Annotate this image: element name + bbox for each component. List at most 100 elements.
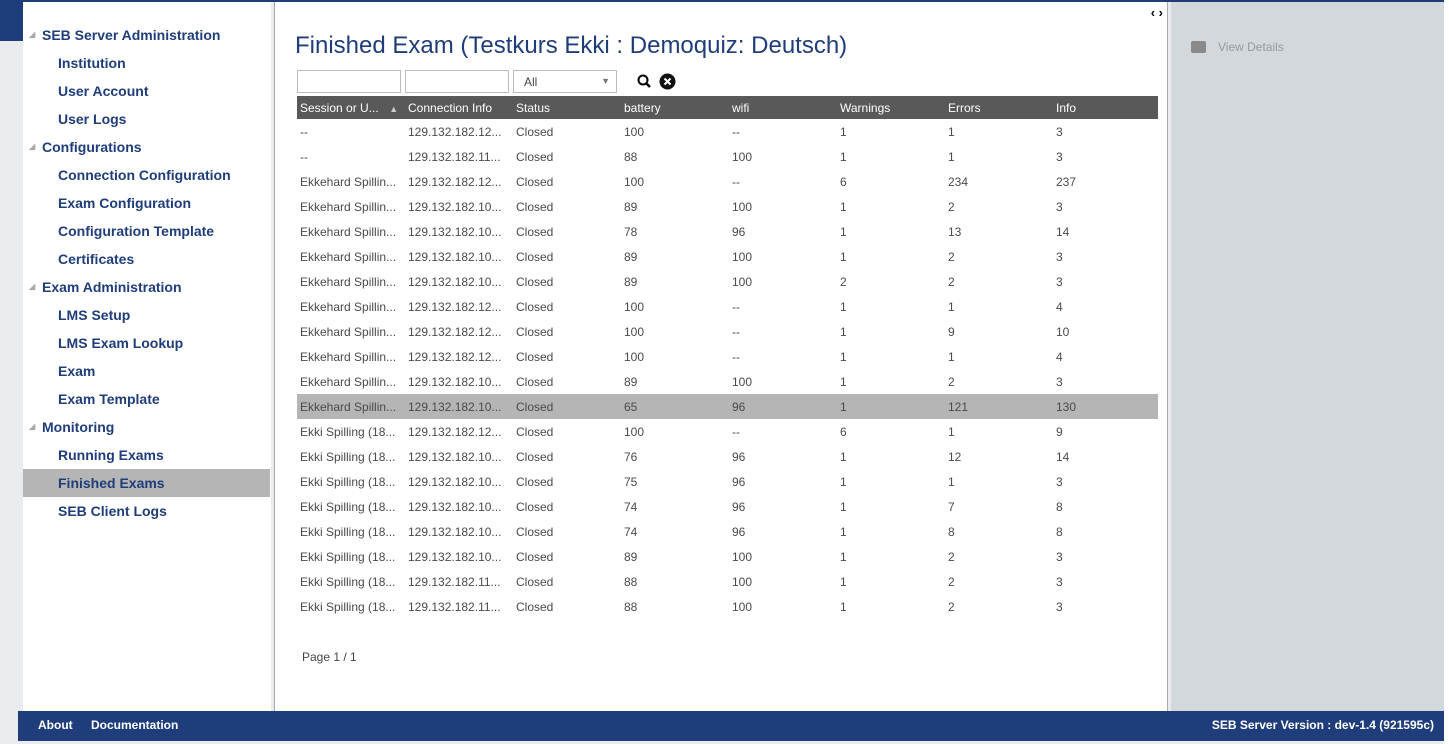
view-details-action[interactable]: View Details (1191, 40, 1284, 54)
table-cell: 129.132.182.10... (408, 499, 502, 514)
table-cell: 1 (840, 474, 847, 489)
table-cell: 3 (1056, 149, 1063, 164)
table-row[interactable]: Ekki Spilling (18... 129.132.182.12... Clo… (297, 419, 1158, 444)
table-cell: 1 (840, 299, 847, 314)
table-row[interactable]: Ekkehard Spillin... 129.132.182.10... Clos… (297, 219, 1158, 244)
column-header[interactable]: wifi (729, 96, 837, 119)
table-cell: Closed (516, 199, 554, 214)
table-cell: 129.132.182.12... (408, 174, 502, 189)
table-cell: 129.132.182.12... (408, 124, 502, 139)
collapse-triangle-icon: ◢ (29, 30, 36, 39)
column-header[interactable]: Connection Info (405, 96, 513, 119)
sidebar-item[interactable]: LMS Setup (58, 307, 131, 323)
sidebar-item[interactable]: Connection Configuration (58, 167, 231, 183)
sidebar-item[interactable]: Institution (58, 55, 126, 71)
table-cell: 4 (1056, 299, 1063, 314)
table-cell: Closed (516, 524, 554, 539)
sidebar-item[interactable]: Running Exams (58, 447, 164, 463)
column-header-label: Status (516, 100, 551, 115)
sidebar-item[interactable]: Exam (58, 363, 96, 379)
table-row[interactable]: Ekkehard Spillin... 129.132.182.10... Clos… (297, 394, 1158, 419)
table-row[interactable]: Ekki Spilling (18... 129.132.182.10... Clo… (297, 494, 1158, 519)
table-row[interactable]: Ekki Spilling (18... 129.132.182.10... Clo… (297, 469, 1158, 494)
clear-filter-icon[interactable] (659, 73, 676, 90)
table-cell: Closed (513, 394, 621, 419)
table-row[interactable]: Ekki Spilling (18... 129.132.182.10... Clo… (297, 519, 1158, 544)
collapse-triangle-icon: ◢ (29, 142, 36, 151)
table-cell: 129.132.182.10... (408, 549, 502, 564)
table-cell: 1 (840, 349, 847, 364)
table-cell: 1 (840, 374, 847, 389)
table-cell: 3 (1056, 574, 1063, 589)
table-cell: 2 (948, 374, 955, 389)
nav-group-label: SEB Server Administration (42, 27, 221, 43)
sidebar-item[interactable]: Finished Exams (23, 469, 270, 497)
table-row[interactable]: Ekkehard Spillin... 129.132.182.12... Clos… (297, 319, 1158, 344)
table-row[interactable]: Ekkehard Spillin... 129.132.182.10... Clos… (297, 244, 1158, 269)
table-row[interactable]: Ekkehard Spillin... 129.132.182.12... Clos… (297, 169, 1158, 194)
table-cell: 96 (729, 394, 837, 419)
table-cell: 89 (624, 274, 638, 289)
table-cell: Ekkehard Spillin... (300, 274, 397, 289)
sidebar-item[interactable]: SEB Client Logs (58, 503, 167, 519)
column-header-label: battery (624, 100, 661, 115)
table-cell: -- (732, 324, 740, 339)
sidebar-item[interactable]: LMS Exam Lookup (58, 335, 184, 351)
column-header[interactable]: battery (621, 96, 729, 119)
table-row[interactable]: Ekkehard Spillin... 129.132.182.10... Clos… (297, 369, 1158, 394)
table-cell: Ekkehard Spillin... (300, 324, 397, 339)
table-row[interactable]: Ekkehard Spillin... 129.132.182.10... Clos… (297, 269, 1158, 294)
table-row[interactable]: Ekki Spilling (18... 129.132.182.11... Clo… (297, 569, 1158, 594)
sidebar-item[interactable]: Configuration Template (58, 223, 215, 239)
column-header[interactable]: Status (513, 96, 621, 119)
column-header[interactable]: Session or U... ▲ (297, 96, 405, 119)
about-link[interactable]: About (38, 718, 73, 732)
table-cell: -- (300, 124, 308, 139)
table-cell: 8 (948, 524, 955, 539)
table-row[interactable]: Ekki Spilling (18... 129.132.182.10... Clo… (297, 444, 1158, 469)
table-cell: 8 (1056, 499, 1063, 514)
table-cell: 129.132.182.11... (408, 149, 501, 164)
collapse-toggle-icon[interactable]: ‹ › (1150, 5, 1163, 20)
search-icon[interactable] (636, 73, 653, 90)
session-filter-input[interactable] (297, 70, 401, 93)
table-cell: -- (300, 149, 308, 164)
sidebar-item[interactable]: User Logs (58, 111, 127, 127)
table-cell: 74 (624, 499, 638, 514)
table-row[interactable]: Ekkehard Spillin... 129.132.182.12... Clos… (297, 294, 1158, 319)
table-row[interactable]: Ekkehard Spillin... 129.132.182.10... Clos… (297, 194, 1158, 219)
connection-filter-input[interactable] (405, 70, 509, 93)
sidebar-item[interactable]: User Account (58, 83, 149, 99)
table-row[interactable]: -- 129.132.182.11... Closed 88 100 1 1 3 (297, 144, 1158, 169)
table-cell: 100 (732, 599, 753, 614)
collapse-triangle-icon: ◢ (29, 422, 36, 431)
column-header[interactable]: Warnings (837, 96, 945, 119)
column-header[interactable]: Errors (945, 96, 1053, 119)
main-panel: ‹ › Finished Exam (Testkurs Ekki : Demoq… (274, 2, 1168, 711)
sidebar-item[interactable]: Exam Template (58, 391, 160, 407)
table-cell: 7 (948, 499, 955, 514)
table-cell: Ekki Spilling (18... (300, 574, 396, 589)
documentation-link[interactable]: Documentation (91, 718, 179, 732)
column-header[interactable]: Info (1053, 96, 1158, 119)
table-row[interactable]: -- 129.132.182.12... Closed 100 -- 1 1 3 (297, 119, 1158, 144)
table-cell: 129.132.182.12... (408, 299, 502, 314)
table-cell: Ekki Spilling (18... (300, 499, 396, 514)
table-cell: Closed (516, 274, 554, 289)
column-header-label: Warnings (840, 100, 891, 115)
table-cell: 78 (624, 224, 638, 239)
status-filter-select[interactable]: All ▼ (513, 70, 617, 93)
table-cell: 4 (1056, 349, 1063, 364)
finished-exam-table: Session or U... ▲ Connection Info Status ba… (297, 96, 1158, 619)
table-row[interactable]: Ekkehard Spillin... 129.132.182.12... Clos… (297, 344, 1158, 369)
table-row[interactable]: Ekki Spilling (18... 129.132.182.10... Clo… (297, 544, 1158, 569)
view-details-label: View Details (1218, 40, 1284, 54)
table-cell: Closed (516, 249, 554, 264)
table-cell: 3 (1056, 549, 1063, 564)
table-row[interactable]: Ekki Spilling (18... 129.132.182.11... Clo… (297, 594, 1158, 619)
sidebar-item[interactable]: Exam Configuration (58, 195, 192, 211)
table-cell: 89 (624, 374, 638, 389)
table-cell: 2 (948, 249, 955, 264)
sidebar-item[interactable]: Certificates (58, 251, 135, 267)
table-cell: 1 (948, 299, 955, 314)
